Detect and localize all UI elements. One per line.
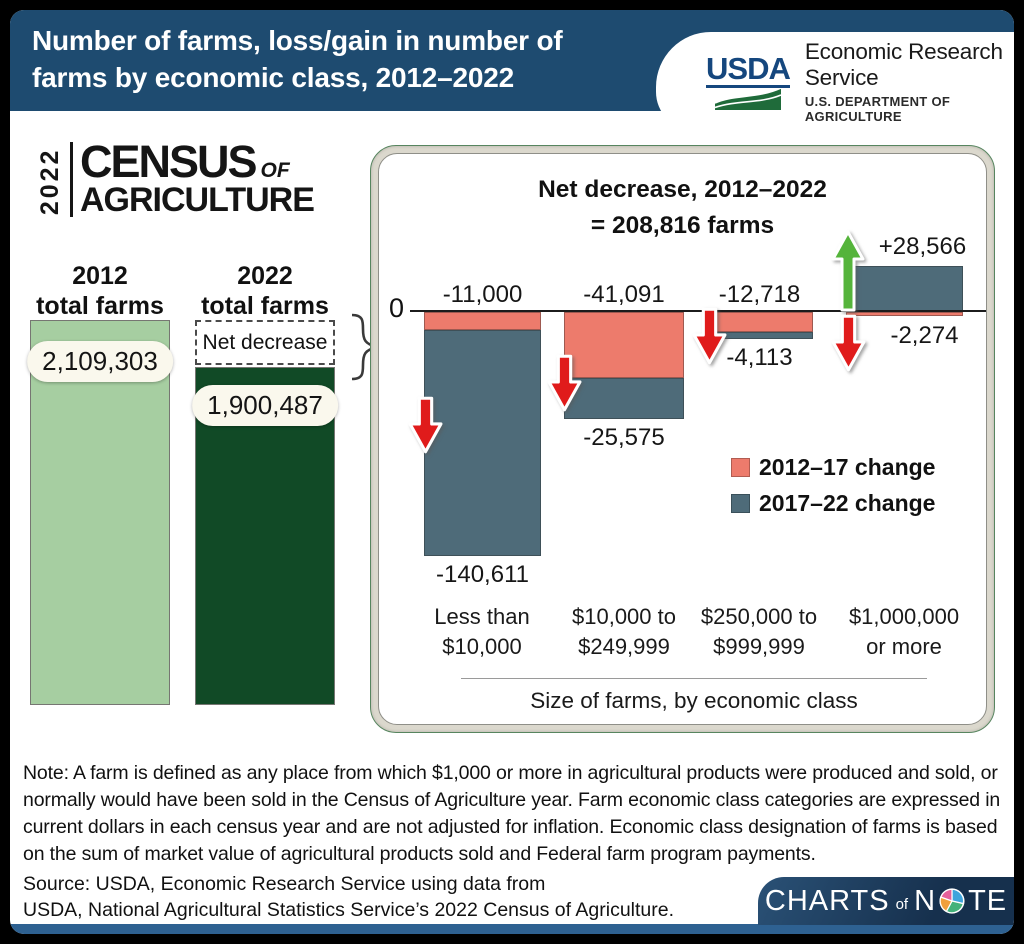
net-decrease-box: Net decrease <box>195 320 335 365</box>
bar-col4-2012-17-change <box>846 312 963 316</box>
census-logo-line1: CENSUS OF <box>80 136 290 187</box>
page-title-line1: Number of farms, loss/gain in number of <box>32 25 563 56</box>
waterfall-chart-panel: Net decrease, 2012–2022 = 208,816 farms … <box>370 145 995 733</box>
value-label-col3-2012-17: -12,718 <box>718 281 801 308</box>
legend-item-2012-17: 2012–17 change <box>731 454 935 481</box>
bar-col1-2017-22-change <box>424 330 541 556</box>
usda-wordmark: Economic Research Service U.S. DEPARTMEN… <box>805 39 1014 124</box>
census-logo-year: 2022 <box>36 147 64 216</box>
census-logo-divider <box>70 142 73 218</box>
usda-branding-panel: USDA Economic Research Service U.S. DEPA… <box>656 32 1014 130</box>
bar-col2-2017-22-change <box>564 378 684 419</box>
source-text: Source: USDA, Economic Research Service … <box>23 873 675 922</box>
total-2022-value-pill: 1,900,487 <box>192 385 338 426</box>
value-label-col1-2017-22: -140,611 <box>436 561 529 588</box>
value-label-col3-2017-22: -4,113 <box>726 344 793 371</box>
usda-logo-text: USDA <box>706 50 791 88</box>
legend-swatch-2017-22 <box>731 494 750 513</box>
total-farms-bar-2012: 2,109,303 <box>27 320 173 705</box>
usda-agency-name: Economic Research Service <box>804 38 1003 90</box>
down-arrow-icon-col2 <box>547 354 582 417</box>
infographic-frame: Number of farms, loss/gain in number of … <box>10 10 1014 934</box>
value-label-col4-2017-22: +28,566 <box>878 233 967 260</box>
bar-col2-2012-17-change <box>564 312 684 378</box>
bar-col1-2012-17-change <box>424 312 541 330</box>
usda-department-name: U.S. DEPARTMENT OF AGRICULTURE <box>804 93 951 124</box>
census-logo-line2: AGRICULTURE <box>80 180 315 219</box>
label-2012-total-farms: 2012 total farms <box>36 262 164 320</box>
page-title: Number of farms, loss/gain in number of … <box>10 10 1014 97</box>
y-axis-zero-label: 0 <box>389 293 405 323</box>
legend-item-2017-22: 2017–22 change <box>731 490 935 517</box>
bar-col4-2017-22-change <box>846 266 963 312</box>
usda-logo: USDA <box>706 50 791 110</box>
value-label-col4-2012-17: -2,274 <box>890 322 959 349</box>
x-category-less-than-10000: Less than $10,000 <box>434 604 530 659</box>
note-text: Note: A farm is defined as any place fro… <box>23 762 1001 865</box>
down-arrow-icon-col1 <box>408 396 443 459</box>
page-title-line2: farms by economic class, 2012–2022 <box>32 61 514 93</box>
legend-swatch-2012-17 <box>731 458 750 477</box>
census-of-agriculture-logo: 2022 CENSUS OF AGRICULTURE <box>36 136 315 219</box>
value-label-col2-2017-22: -25,575 <box>583 424 665 451</box>
down-arrow-icon-col3 <box>692 307 727 370</box>
x-axis-title: Size of farms, by economic class <box>530 688 858 713</box>
census-logo-of: OF <box>260 159 290 182</box>
chart-title: Net decrease, 2012–2022 = 208,816 farms <box>538 176 827 239</box>
charts-of-note-logo: CHARTS of N TE <box>758 877 1014 925</box>
footer-accent-strip <box>10 924 1014 934</box>
total-2012-value-pill: 2,109,303 <box>27 341 173 382</box>
zero-baseline <box>410 310 986 312</box>
value-label-col1-2012-17: -11,000 <box>442 281 523 308</box>
down-arrow-icon-col4 <box>831 314 866 377</box>
x-axis-divider <box>461 678 927 679</box>
up-arrow-icon-col4 <box>831 230 865 317</box>
pie-chart-icon <box>939 888 965 914</box>
legend-label-2017-22: 2017–22 change <box>759 490 936 516</box>
label-2022-total-farms: 2022 total farms <box>201 262 329 320</box>
chart-legend: 2012–17 change 2017–22 change <box>731 454 935 526</box>
legend-label-2012-17: 2012–17 change <box>759 454 936 480</box>
x-category-1000000-or-more: $1,000,000 or more <box>848 604 960 659</box>
x-category-10000-249999: $10,000 to $249,999 <box>572 604 676 659</box>
total-farms-bar-2022: 1,900,487 <box>192 367 338 705</box>
x-category-250000-999999: $250,000 to $999,999 <box>700 604 818 659</box>
usda-field-icon <box>714 87 781 110</box>
value-label-col2-2012-17: -41,091 <box>583 281 665 308</box>
waterfall-plot: Net decrease, 2012–2022 = 208,816 farms … <box>378 153 987 725</box>
